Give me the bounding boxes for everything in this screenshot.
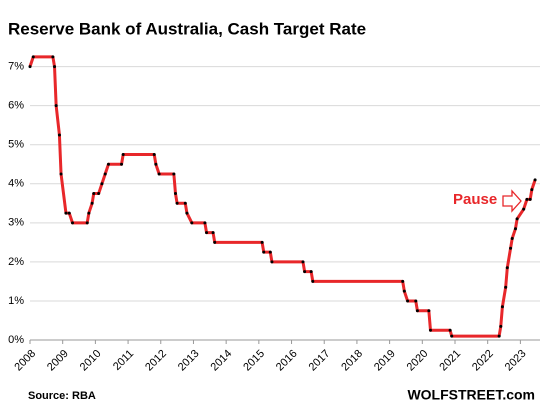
data-point bbox=[120, 162, 124, 166]
data-point bbox=[31, 55, 35, 59]
x-tick-label: 2008 bbox=[12, 348, 38, 374]
data-point bbox=[450, 334, 454, 338]
data-point bbox=[173, 192, 177, 196]
data-point bbox=[513, 227, 517, 231]
data-point bbox=[54, 104, 58, 108]
data-point bbox=[500, 305, 504, 309]
x-tick-label: 2010 bbox=[78, 348, 104, 374]
data-point bbox=[262, 250, 266, 254]
x-tick-label: 2015 bbox=[241, 348, 267, 374]
brand: WOLFSTREET.com bbox=[407, 387, 535, 403]
data-point bbox=[260, 240, 264, 244]
data-point bbox=[533, 178, 537, 182]
data-point bbox=[505, 266, 509, 270]
data-point bbox=[402, 289, 406, 293]
data-point bbox=[157, 172, 161, 176]
data-point bbox=[268, 250, 272, 254]
data-point bbox=[154, 162, 158, 166]
data-point bbox=[103, 172, 107, 176]
data-point bbox=[311, 279, 315, 283]
data-point bbox=[509, 246, 513, 250]
data-point bbox=[414, 299, 418, 303]
y-tick-label: 2% bbox=[8, 256, 24, 268]
data-point bbox=[270, 260, 274, 264]
data-point bbox=[504, 285, 508, 289]
x-tick-label: 2016 bbox=[274, 348, 300, 374]
data-point bbox=[67, 211, 71, 215]
data-point bbox=[57, 133, 61, 137]
annotation: Pause bbox=[453, 191, 497, 208]
data-point bbox=[213, 240, 217, 244]
x-tick-label: 2014 bbox=[209, 348, 235, 374]
data-point bbox=[121, 152, 125, 156]
x-tick-label: 2012 bbox=[143, 348, 169, 374]
data-point bbox=[448, 328, 452, 332]
data-point bbox=[71, 221, 74, 225]
data-point bbox=[97, 192, 101, 196]
data-point bbox=[185, 211, 189, 215]
x-tick-label: 2020 bbox=[405, 348, 431, 374]
data-point bbox=[106, 162, 110, 166]
data-point bbox=[64, 211, 68, 215]
data-point bbox=[428, 328, 432, 332]
data-point bbox=[301, 260, 305, 264]
x-tick-label: 2011 bbox=[111, 348, 136, 373]
data-point bbox=[59, 172, 63, 176]
y-tick-label: 1% bbox=[8, 295, 24, 307]
data-point bbox=[152, 152, 156, 156]
data-point bbox=[100, 182, 104, 186]
data-point bbox=[175, 201, 179, 205]
data-point bbox=[51, 55, 55, 59]
data-point bbox=[515, 217, 519, 221]
data-point bbox=[28, 65, 32, 69]
data-point bbox=[92, 192, 96, 196]
x-tick-label: 2017 bbox=[307, 348, 333, 374]
y-tick-label: 6% bbox=[8, 100, 24, 112]
data-point bbox=[528, 197, 532, 201]
y-tick-label: 0% bbox=[8, 334, 24, 346]
y-tick-label: 5% bbox=[8, 139, 24, 151]
data-point bbox=[406, 299, 410, 303]
data-point bbox=[303, 270, 307, 274]
data-point bbox=[203, 221, 207, 225]
data-point bbox=[401, 279, 405, 283]
data-point bbox=[53, 65, 57, 69]
data-point bbox=[522, 207, 526, 211]
x-tick-label: 2021 bbox=[437, 348, 463, 374]
data-line bbox=[28, 55, 537, 338]
data-point bbox=[183, 201, 187, 205]
data-point bbox=[530, 188, 534, 192]
x-tick-label: 2023 bbox=[503, 348, 529, 374]
data-point bbox=[309, 270, 313, 274]
data-point bbox=[415, 309, 419, 313]
x-tick-label: 2018 bbox=[339, 348, 365, 374]
data-point bbox=[497, 334, 501, 338]
data-point bbox=[85, 221, 89, 225]
data-point bbox=[525, 197, 529, 201]
y-tick-label: 3% bbox=[8, 217, 24, 229]
y-tick-label: 7% bbox=[8, 61, 24, 73]
data-point bbox=[510, 236, 514, 240]
x-tick-label: 2019 bbox=[372, 348, 398, 374]
data-point bbox=[90, 201, 94, 205]
data-point bbox=[205, 231, 209, 235]
x-tick-label: 2022 bbox=[470, 348, 496, 374]
data-point bbox=[427, 309, 431, 313]
data-point bbox=[190, 221, 194, 225]
data-point bbox=[211, 231, 215, 235]
source: Source: RBA bbox=[28, 390, 96, 402]
y-tick-label: 4% bbox=[8, 178, 24, 190]
annotation-arrow bbox=[502, 189, 522, 213]
data-point bbox=[87, 211, 91, 215]
data-point bbox=[172, 172, 176, 176]
x-tick-label: 2013 bbox=[176, 348, 202, 374]
x-tick-label: 2009 bbox=[45, 348, 71, 374]
data-point bbox=[499, 324, 503, 328]
chart-title: Reserve Bank of Australia, Cash Target R… bbox=[8, 19, 366, 38]
